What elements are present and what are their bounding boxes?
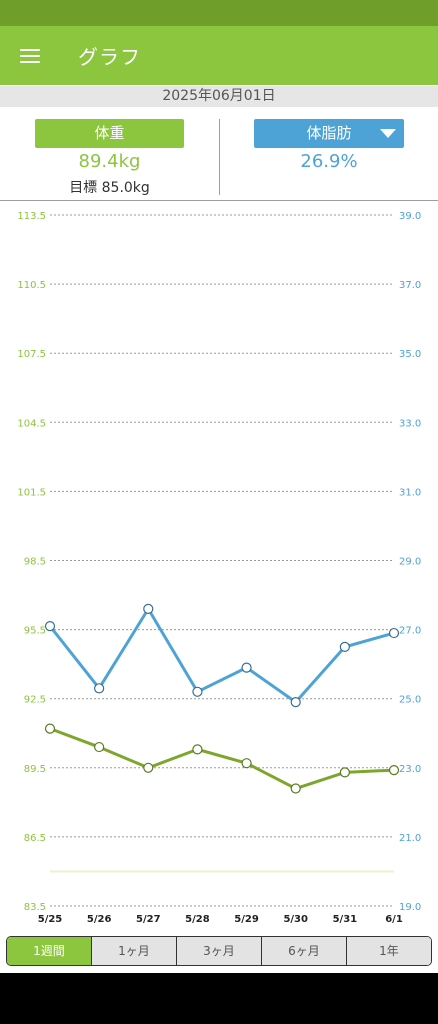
right-tick-label: 39.0: [399, 211, 421, 222]
body-fat-point: [143, 603, 154, 614]
body-fat-series-line: [48, 607, 395, 704]
hamburger-icon[interactable]: [20, 48, 40, 64]
x-tick-label: 5/29: [234, 914, 259, 925]
x-tick-label: 6/1: [385, 914, 403, 925]
right-tick-label: 29.0: [399, 557, 421, 568]
tab-period[interactable]: 3ヶ月: [176, 937, 261, 965]
weight-fat-chart[interactable]: 113.5 39.0 110.5 37.0 107.5 35.0 104.5 33.0 101.…: [0, 202, 438, 928]
body-fat-point: [290, 697, 301, 708]
weight-point: [290, 783, 301, 794]
goal-weight: 目標 85.0kg: [69, 180, 150, 196]
body-fat-label: 体脂肪: [306, 124, 352, 142]
right-tick-label: 31.0: [399, 487, 421, 498]
body-fat-point: [241, 662, 252, 673]
status-bar: [0, 0, 438, 26]
left-tick-label: 86.5: [24, 833, 46, 844]
tab-period[interactable]: 1ヶ月: [91, 937, 176, 965]
body-fat-point: [94, 683, 105, 694]
navigation-bar: [0, 973, 438, 1024]
weight-point: [241, 758, 252, 769]
date-label: 2025年06月01日: [0, 86, 438, 107]
left-tick-label: 104.5: [17, 418, 46, 429]
body-fat-value: 26.9%: [300, 151, 358, 172]
body-fat-point: [192, 686, 203, 697]
tab-period[interactable]: 1週間: [7, 937, 91, 965]
body-fat-point: [388, 627, 400, 639]
weight-point: [44, 723, 56, 734]
weight-point: [143, 762, 154, 773]
x-tick-label: 5/26: [87, 914, 112, 925]
right-tick-label: 19.0: [399, 902, 421, 913]
left-tick-label: 98.5: [24, 557, 46, 568]
left-tick-label: 95.5: [24, 626, 46, 637]
right-tick-label: 37.0: [399, 280, 421, 291]
left-tick-label: 110.5: [17, 280, 46, 291]
tab-period[interactable]: 1年: [346, 937, 431, 965]
right-tick-label: 23.0: [399, 764, 421, 775]
summary-panel: 体重 89.4kg 目標 85.0kg 体脂肪 26.9%: [0, 107, 438, 201]
weight-button[interactable]: 体重: [35, 119, 184, 148]
body-fat-point: [339, 641, 350, 652]
weight-point: [94, 741, 105, 753]
right-tick-label: 21.0: [399, 833, 421, 844]
left-tick-label: 83.5: [24, 902, 46, 913]
left-tick-label: 101.5: [17, 487, 46, 498]
right-tick-label: 27.0: [399, 626, 421, 637]
summary-divider: [219, 119, 220, 195]
page-title: グラフ: [78, 45, 141, 69]
left-tick-label: 107.5: [17, 349, 46, 360]
right-tick-label: 35.0: [399, 349, 421, 360]
app-bar: グラフ: [0, 26, 438, 85]
weight-point: [339, 767, 350, 778]
tab-period[interactable]: 6ヶ月: [261, 937, 346, 965]
left-tick-label: 113.5: [17, 211, 46, 222]
period-tabs: 1週間 1ヶ月 3ヶ月 6ヶ月 1年: [6, 936, 432, 966]
x-tick-label: 5/28: [185, 914, 210, 925]
right-tick-label: 25.0: [399, 695, 421, 706]
weight-point: [388, 765, 400, 776]
body-fat-dropdown[interactable]: 体脂肪: [254, 119, 404, 148]
weight-series-line: [49, 727, 395, 791]
left-tick-label: 92.5: [24, 695, 46, 706]
x-tick-label: 5/30: [283, 914, 308, 925]
weight-point: [192, 744, 203, 755]
x-tick-label: 5/25: [38, 914, 63, 925]
x-tick-label: 5/31: [333, 914, 358, 925]
right-tick-label: 33.0: [399, 418, 421, 429]
left-tick-label: 89.5: [24, 764, 46, 775]
triangle-down-icon: [380, 129, 396, 138]
weight-value: 89.4kg: [78, 151, 141, 172]
body-fat-point: [44, 621, 56, 632]
x-tick-label: 5/27: [136, 914, 161, 925]
